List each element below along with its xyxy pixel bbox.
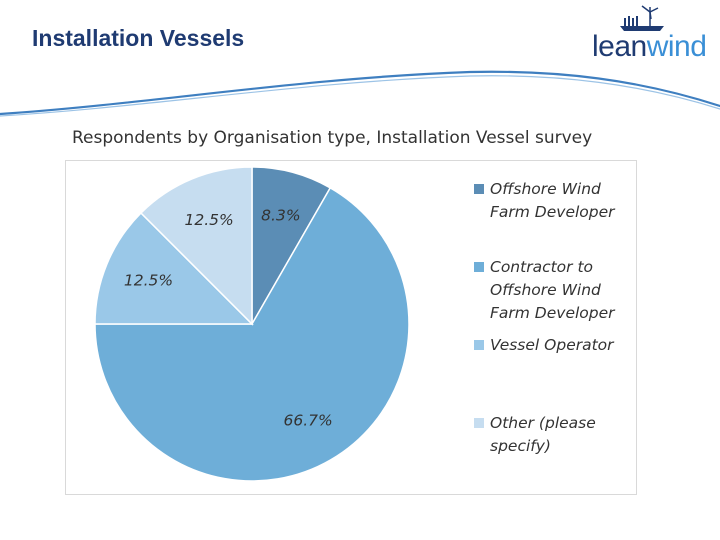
chart-title: Respondents by Organisation type, Instal… <box>72 126 632 150</box>
pie-slice-contractor <box>94 186 410 482</box>
legend-item-vessel-operator: Vessel Operator <box>474 334 644 357</box>
legend-label-developer: Offshore Wind Farm Developer <box>490 180 615 221</box>
slide-title: Installation Vessels <box>32 25 245 51</box>
legend-label-vessel-operator: Vessel Operator <box>490 336 614 354</box>
logo-lean-text: lean <box>592 30 647 63</box>
pie-slice-other <box>139 166 253 326</box>
legend-label-other: Other (please specify) <box>490 414 596 455</box>
legend-swatch-contractor <box>474 262 484 272</box>
legend-item-contractor: Contractor to Offshore Wind Farm Develop… <box>474 256 644 325</box>
data-label-other: 12.5% <box>185 211 234 229</box>
data-label-contractor: 66.7% <box>283 411 332 429</box>
pie-slice-vessel-operator <box>94 211 254 325</box>
logo-wind-text: wind <box>646 30 707 63</box>
legend-label-contractor: Contractor to Offshore Wind Farm Develop… <box>490 258 615 322</box>
legend-swatch-other <box>474 418 484 428</box>
windfarm-logo-icon <box>620 5 664 31</box>
header-swoosh-decoration <box>0 70 720 117</box>
leanwind-logo: leanwind <box>592 30 707 63</box>
legend-item-other: Other (please specify) <box>474 412 644 458</box>
legend-swatch-vessel-operator <box>474 340 484 350</box>
legend-item-developer: Offshore Wind Farm Developer <box>474 178 644 224</box>
chart-title-text: Respondents by Organisation type, Instal… <box>72 128 593 148</box>
data-label-developer: 8.3% <box>261 206 300 224</box>
data-label-vessel-operator: 12.5% <box>124 272 173 290</box>
legend-swatch-developer <box>474 184 484 194</box>
chart-frame <box>65 160 637 495</box>
